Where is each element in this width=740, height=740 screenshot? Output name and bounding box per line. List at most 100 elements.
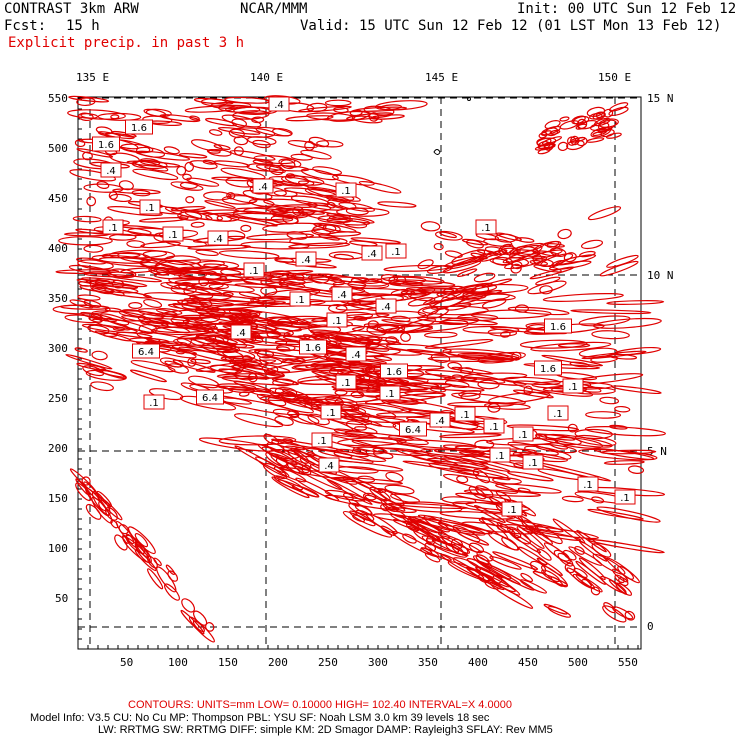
precip-contour	[400, 515, 442, 543]
precip-contour	[574, 545, 585, 555]
precip-contour	[345, 420, 368, 431]
precip-contour	[489, 556, 522, 570]
precip-contour	[390, 493, 420, 504]
contour-label-box	[207, 230, 229, 246]
precip-contour	[495, 483, 562, 494]
precip-contour	[383, 264, 450, 272]
precip-contour	[72, 215, 102, 223]
precip-contour	[348, 499, 361, 507]
precip-contour	[610, 385, 662, 395]
contour-label-box	[483, 418, 505, 434]
precip-contour	[271, 439, 306, 451]
precip-contour	[227, 387, 256, 394]
island-shape	[433, 149, 441, 155]
precip-contour	[324, 99, 352, 107]
precip-contour	[468, 542, 485, 554]
precip-contour	[412, 527, 435, 543]
map-frame	[77, 96, 642, 650]
precip-contour	[108, 191, 118, 200]
contour-label: .1	[481, 223, 491, 234]
contour-label-box	[335, 374, 357, 390]
contour-label-box	[379, 385, 401, 401]
precip-contour	[287, 462, 312, 476]
precip-contour	[213, 144, 231, 150]
x-tick: 100	[168, 656, 188, 669]
precip-contour	[587, 508, 644, 520]
precip-contour	[369, 486, 391, 502]
precip-contour	[289, 236, 348, 247]
precip-contour	[566, 139, 585, 151]
precip-contour	[316, 140, 344, 148]
contour-label: .1	[553, 409, 563, 420]
precip-contour	[90, 313, 104, 320]
precip-contour	[532, 254, 543, 265]
precip-contour	[82, 151, 93, 161]
contour-label-box	[547, 405, 569, 421]
contour-label-box	[230, 324, 252, 340]
precip-contour	[335, 448, 370, 458]
precip-contour	[172, 303, 210, 314]
precip-contour	[240, 241, 310, 250]
precip-contour	[520, 572, 534, 583]
precip-contour	[407, 297, 436, 307]
precip-contour	[387, 502, 469, 510]
contour-label: .1	[385, 389, 395, 400]
precip-contour	[327, 231, 362, 237]
precip-contour	[274, 257, 294, 263]
x-tick: 500	[568, 656, 588, 669]
precip-contour	[372, 447, 430, 457]
precip-contour	[290, 153, 313, 161]
precip-contour	[272, 378, 295, 387]
precip-contour	[81, 323, 138, 334]
contour-label-box	[162, 226, 184, 242]
precip-contour	[333, 253, 354, 260]
precip-contour	[481, 278, 513, 288]
precip-contour	[391, 531, 440, 558]
precip-contour	[606, 300, 665, 305]
precip-contour	[478, 518, 503, 527]
precip-contour	[278, 158, 302, 168]
precip-contour	[559, 120, 580, 130]
precip-contour	[220, 167, 266, 180]
precip-contour	[427, 356, 508, 363]
contour-label: .1	[460, 410, 470, 421]
precip-contour	[587, 538, 665, 554]
precip-contour	[81, 277, 148, 288]
contour-label-box	[512, 426, 534, 442]
contour-label: .1	[249, 266, 259, 277]
precip-contour	[570, 309, 652, 315]
precip-contour	[333, 106, 349, 114]
precip-contour	[363, 105, 395, 116]
precip-contour	[566, 567, 592, 588]
precip-contour	[260, 279, 306, 290]
precip-contour	[557, 343, 591, 348]
precip-contour	[452, 525, 481, 543]
precip-contour	[407, 515, 443, 534]
precip-contour	[519, 579, 548, 594]
precip-contour	[447, 361, 462, 370]
precip-contour	[426, 457, 489, 465]
precip-contour	[426, 265, 453, 274]
precip-contour	[112, 188, 161, 195]
contour-label: .4	[324, 461, 334, 472]
precip-contour	[185, 195, 195, 204]
lat-label-15n: 15 N	[647, 92, 674, 105]
precip-contour	[247, 136, 277, 146]
precip-contour	[602, 605, 627, 623]
precip-contour	[420, 221, 441, 232]
precip-contour	[492, 551, 539, 571]
precip-contour	[574, 434, 617, 447]
precip-contour	[328, 214, 351, 221]
precip-contour	[65, 353, 113, 370]
precip-contour	[182, 319, 217, 330]
precip-contour	[188, 616, 215, 643]
precip-contour	[83, 244, 104, 253]
precip-contour	[481, 298, 507, 309]
precip-contour	[483, 238, 513, 247]
precip-contour	[213, 160, 250, 168]
model-info-line2: LW: RRTMG SW: RRTMG DIFF: simple KM: 2D …	[98, 724, 553, 736]
precip-contour	[109, 193, 132, 203]
precip-contour	[205, 213, 240, 222]
precip-contour	[190, 139, 223, 152]
precip-contour	[519, 339, 588, 349]
